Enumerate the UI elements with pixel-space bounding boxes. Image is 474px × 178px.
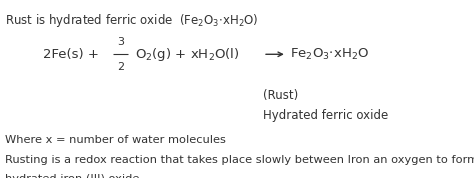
Text: Hydrated ferric oxide: Hydrated ferric oxide bbox=[263, 109, 388, 122]
Text: hydrated iron (III) oxide.: hydrated iron (III) oxide. bbox=[5, 174, 143, 178]
Text: 2Fe(s) +: 2Fe(s) + bbox=[43, 48, 99, 61]
Text: 3: 3 bbox=[118, 37, 124, 47]
Text: O$_2$(g) + xH$_2$O(l): O$_2$(g) + xH$_2$O(l) bbox=[135, 46, 240, 63]
Text: Where x = number of water molecules: Where x = number of water molecules bbox=[5, 135, 226, 145]
Text: (Rust): (Rust) bbox=[263, 89, 298, 102]
Text: Fe$_2$O$_3$$\cdot$xH$_2$O: Fe$_2$O$_3$$\cdot$xH$_2$O bbox=[290, 47, 369, 62]
Text: Rust is hydrated ferric oxide  (Fe$_2$O$_3$$\cdot$xH$_2$O): Rust is hydrated ferric oxide (Fe$_2$O$_… bbox=[5, 12, 258, 30]
Text: 2: 2 bbox=[117, 62, 125, 72]
Text: Rusting is a redox reaction that takes place slowly between Iron an oxygen to fo: Rusting is a redox reaction that takes p… bbox=[5, 155, 474, 165]
